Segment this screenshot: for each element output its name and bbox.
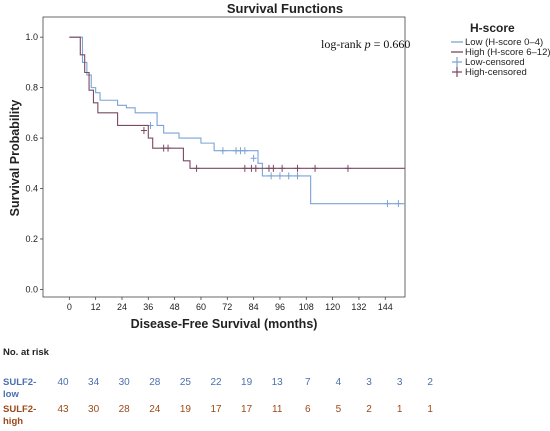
risk-count: 3 bbox=[366, 377, 372, 388]
risk-count: 13 bbox=[272, 377, 284, 388]
survival-curves bbox=[69, 36, 405, 208]
risk-count: 17 bbox=[210, 404, 222, 415]
x-tick-label: 84 bbox=[249, 302, 259, 312]
risk-count: 1 bbox=[427, 404, 433, 415]
x-tick-label: 108 bbox=[299, 302, 314, 312]
y-axis-label: Survival Probability bbox=[8, 100, 22, 217]
log-rank-prefix: log-rank bbox=[321, 37, 365, 51]
censor-mark-high bbox=[344, 164, 351, 172]
y-tick-label: 0.8 bbox=[25, 83, 38, 93]
x-tick-label: 60 bbox=[196, 302, 206, 312]
legend-entry-label: Low (H-score 0–4) bbox=[465, 37, 543, 48]
log-rank-value: = 0.660 bbox=[371, 37, 411, 51]
y-tick-label: 1.0 bbox=[25, 32, 38, 42]
censor-mark-high bbox=[193, 164, 200, 172]
risk-group-label: high bbox=[3, 416, 23, 427]
risk-count: 30 bbox=[119, 377, 131, 388]
censor-mark-low bbox=[268, 172, 275, 180]
risk-count: 2 bbox=[427, 377, 433, 388]
legend-swatch-censor bbox=[452, 67, 462, 77]
chart-title: Survival Functions bbox=[227, 1, 343, 16]
risk-count: 24 bbox=[149, 404, 161, 415]
x-axis-label: Disease-Free Survival (months) bbox=[131, 317, 318, 331]
x-axis-ticks: 0 12 24 36 48 60 72 84 96 108 120 132 144 bbox=[67, 297, 393, 312]
risk-count: 25 bbox=[180, 377, 192, 388]
x-tick-label: 24 bbox=[117, 302, 127, 312]
y-tick-label: 0.0 bbox=[25, 284, 38, 294]
y-tick-label: 0.2 bbox=[25, 234, 38, 244]
censor-mark-high bbox=[279, 164, 286, 172]
x-tick-label: 72 bbox=[222, 302, 232, 312]
x-tick-label: 96 bbox=[275, 302, 285, 312]
censor-mark-low bbox=[395, 200, 402, 208]
x-tick-label: 132 bbox=[351, 302, 366, 312]
risk-count: 7 bbox=[305, 377, 311, 388]
legend-entry-label: High-censored bbox=[465, 67, 527, 78]
risk-count: 17 bbox=[241, 404, 253, 415]
y-tick-label: 0.6 bbox=[25, 133, 38, 143]
censor-mark-high bbox=[270, 164, 277, 172]
risk-count: 28 bbox=[149, 377, 161, 388]
risk-count: 30 bbox=[88, 404, 100, 415]
risk-count: 19 bbox=[180, 404, 192, 415]
legend: H-score Low (H-score 0–4)High (H-score 6… bbox=[451, 21, 550, 78]
survival-line-high bbox=[69, 36, 405, 169]
censor-mark-low bbox=[294, 172, 301, 180]
legend-title: H-score bbox=[470, 21, 515, 35]
risk-group-label: SULF2- bbox=[3, 377, 36, 388]
censor-mark-high bbox=[165, 144, 172, 152]
risk-count: 1 bbox=[397, 404, 403, 415]
log-rank-annotation: log-rank p = 0.660 bbox=[321, 37, 410, 51]
risk-group-label: SULF2- bbox=[3, 404, 36, 415]
risk-count: 3 bbox=[397, 377, 403, 388]
log-rank-p-symbol: p bbox=[364, 37, 371, 51]
risk-count: 22 bbox=[210, 377, 222, 388]
risk-count: 5 bbox=[336, 404, 342, 415]
risk-count: 19 bbox=[241, 377, 253, 388]
censor-mark-low bbox=[384, 200, 391, 208]
risk-count: 2 bbox=[366, 404, 372, 415]
legend-entry-label: Low-censored bbox=[465, 57, 525, 68]
x-tick-label: 48 bbox=[170, 302, 180, 312]
plot-frame bbox=[42, 16, 406, 298]
x-tick-label: 144 bbox=[378, 302, 393, 312]
censor-mark-low bbox=[276, 172, 283, 180]
y-tick-label: 0.4 bbox=[25, 184, 38, 194]
x-tick-label: 0 bbox=[67, 302, 72, 312]
risk-count: 40 bbox=[57, 377, 69, 388]
censor-mark-high bbox=[294, 164, 301, 172]
risk-count: 43 bbox=[57, 404, 69, 415]
censor-mark-low bbox=[250, 154, 257, 162]
x-tick-label: 36 bbox=[143, 302, 153, 312]
censor-mark-low bbox=[219, 147, 226, 155]
censor-mark-high bbox=[312, 164, 319, 172]
risk-count: 6 bbox=[305, 404, 311, 415]
risk-table-heading: No. at risk bbox=[3, 347, 50, 358]
legend-swatch-censor bbox=[452, 57, 462, 67]
censor-mark-low bbox=[285, 172, 292, 180]
x-tick-label: 12 bbox=[91, 302, 101, 312]
y-axis-ticks: 0.0 0.2 0.4 0.6 0.8 1.0 bbox=[25, 32, 43, 294]
x-tick-label: 120 bbox=[325, 302, 340, 312]
risk-count: 4 bbox=[336, 377, 342, 388]
censor-mark-high bbox=[241, 164, 248, 172]
censor-mark-low bbox=[241, 147, 248, 155]
legend-entry-label: High (H-score 6–12) bbox=[465, 47, 550, 58]
censor-mark-high bbox=[252, 164, 259, 172]
survival-line-low bbox=[69, 36, 405, 205]
censor-mark-high bbox=[140, 127, 147, 135]
risk-count: 28 bbox=[119, 404, 131, 415]
risk-count: 34 bbox=[88, 377, 100, 388]
risk-group-label: low bbox=[3, 389, 19, 400]
risk-count: 11 bbox=[272, 404, 283, 415]
